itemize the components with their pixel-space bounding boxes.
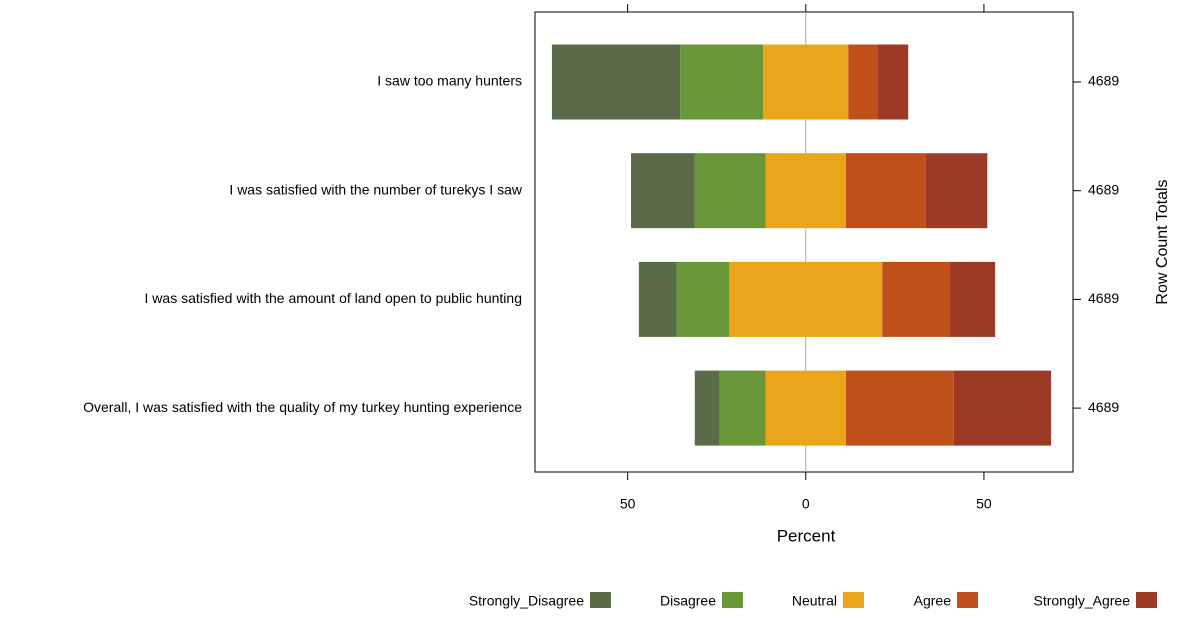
legend-label: Strongly_Agree <box>1033 593 1130 609</box>
x-tick-label: 0 <box>802 496 810 512</box>
legend-label: Disagree <box>660 593 716 609</box>
y-tick-label: I was satisfied with the number of turek… <box>229 181 522 197</box>
legend-label: Neutral <box>792 593 837 609</box>
bar-segment <box>925 153 988 229</box>
bar-segment <box>882 261 950 337</box>
bar-segment <box>765 153 846 229</box>
legend-swatch <box>590 592 611 608</box>
legend-label: Agree <box>914 593 952 609</box>
bar-segment <box>848 44 878 120</box>
bar-segment <box>729 261 883 337</box>
bar-segment <box>949 261 996 337</box>
x-tick-label: 50 <box>976 496 992 512</box>
bar-segment <box>631 153 695 229</box>
bar-segment <box>676 261 730 337</box>
bar-segment <box>719 370 766 446</box>
plot-frame <box>534 11 1074 473</box>
y2-tick-label: 4689 <box>1088 290 1119 306</box>
bar-segment <box>763 44 849 120</box>
y2-tick-label: 4689 <box>1088 181 1119 197</box>
legend-swatch <box>722 592 743 608</box>
bar-segment <box>694 153 766 229</box>
legend-swatch <box>843 592 864 608</box>
bar-segment <box>765 370 846 446</box>
x-axis-label: Percent <box>777 526 836 545</box>
y-tick-label: Overall, I was satisfied with the qualit… <box>83 399 522 415</box>
bar-segment <box>953 370 1052 446</box>
y-tick-label: I was satisfied with the amount of land … <box>145 290 522 306</box>
bar-segment <box>877 44 909 120</box>
bar-segment <box>680 44 764 120</box>
y-tick-label: I saw too many hunters <box>377 73 522 89</box>
bar-segment <box>694 370 720 446</box>
legend-label: Strongly_Disagree <box>469 593 584 609</box>
bar-segment <box>845 370 954 446</box>
legend-swatch <box>1136 592 1157 608</box>
legend-swatch <box>957 592 978 608</box>
bar-segment <box>638 261 677 337</box>
bar-segment <box>845 153 926 229</box>
x-tick-label: 50 <box>620 496 636 512</box>
bar-segment <box>551 44 681 120</box>
y2-axis-label: Row Count Totals <box>1154 179 1171 304</box>
y2-tick-label: 4689 <box>1088 399 1119 415</box>
y2-tick-label: 4689 <box>1088 73 1119 89</box>
